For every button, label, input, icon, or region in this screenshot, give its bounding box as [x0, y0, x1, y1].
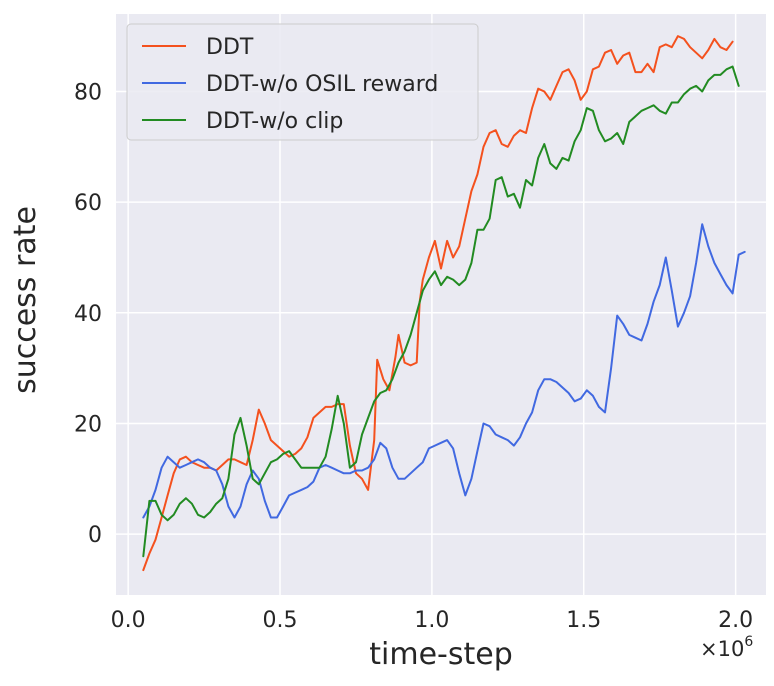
series-line-3 — [142, 65, 740, 558]
legend-label-2: DDT-w/o OSIL reward — [206, 72, 438, 97]
y-tick-label: 60 — [74, 191, 102, 216]
legend-label-3: DDT-w/o clip — [206, 109, 343, 134]
x-offset-label: ×106 — [700, 634, 753, 661]
legend-label-1: DDT — [206, 35, 254, 60]
series-line-2 — [142, 223, 746, 519]
x-tick-label: 1.5 — [566, 608, 601, 633]
y-tick-labels: 0 20 40 60 80 — [74, 80, 102, 548]
x-tick-label: 2.0 — [718, 608, 753, 633]
y-tick-label: 0 — [88, 523, 102, 548]
x-tick-label: 0.0 — [111, 608, 146, 633]
y-tick-label: 40 — [74, 302, 102, 327]
y-axis-label: success rate — [8, 206, 43, 394]
x-tick-label: 1.0 — [414, 608, 449, 633]
x-offset-exponent: 6 — [744, 634, 753, 650]
y-tick-label: 20 — [74, 412, 102, 437]
y-tick-label: 80 — [74, 80, 102, 105]
x-tick-label: 0.5 — [263, 608, 298, 633]
legend-box — [126, 23, 479, 141]
x-tick-labels: 0.0 0.5 1.0 1.5 2.0 — [111, 608, 753, 633]
x-axis-label: time-step — [369, 637, 513, 672]
series-line-1 — [142, 35, 734, 572]
x-offset-base: ×10 — [700, 637, 744, 661]
series-lines — [142, 35, 746, 572]
legend: DDT DDT-w/o OSIL reward DDT-w/o clip — [126, 23, 479, 141]
